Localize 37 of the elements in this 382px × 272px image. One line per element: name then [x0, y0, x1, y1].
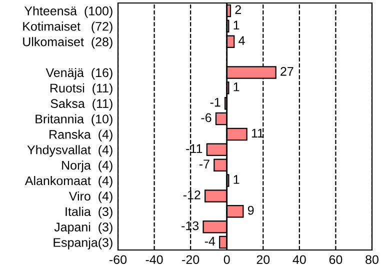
y-tick-label: Kotimaiset (72): [23, 22, 112, 34]
x-tick-label: -20: [182, 255, 200, 264]
x-tick-label: 40: [292, 255, 306, 264]
x-tick-label: 60: [329, 255, 342, 264]
x-tick-label: 20: [256, 255, 270, 264]
y-tick-label: Italia (3): [66, 206, 112, 219]
data-label: -6: [201, 113, 212, 122]
data-label: 9: [248, 206, 254, 215]
y-tick-label: Yhteensä (100): [24, 6, 112, 18]
data-label: 4: [238, 36, 245, 45]
x-tick-label: -60: [110, 255, 127, 264]
data-label: -4: [204, 236, 216, 246]
data-label: 11: [252, 128, 264, 138]
y-tick-label: Yhdysvallat (4): [27, 145, 112, 157]
y-tick-label: Japani (3): [54, 222, 112, 234]
data-label: 2: [235, 5, 241, 14]
y-tick-label: Venäjä (16): [46, 68, 112, 80]
data-label: 1: [234, 82, 240, 92]
data-label: -7: [199, 160, 210, 168]
data-label: 1: [234, 20, 240, 30]
y-tick-label: Alankomaat (4): [24, 176, 112, 188]
y-tick-label: Britannia (10): [36, 114, 112, 126]
y-tick-label: Ruotsi (11): [50, 83, 112, 96]
y-tick-label: Viro (4): [68, 191, 112, 204]
y-tick-label: Ranska (4): [50, 130, 112, 142]
x-tick-label: 80: [366, 255, 378, 264]
x-tick-label: 0: [224, 255, 230, 264]
y-tick-label: Norja (4): [62, 160, 112, 172]
data-label: -11: [186, 144, 202, 153]
y-tick-label: Saksa (11): [50, 98, 112, 110]
data-label: 1: [234, 175, 240, 184]
data-label: 27: [280, 66, 294, 76]
data-label: -1: [210, 98, 220, 107]
y-tick-label: Espanja(3): [54, 238, 112, 250]
data-label: -13: [182, 221, 199, 230]
x-tick-label: -40: [146, 255, 163, 264]
y-tick-label: Ulkomaiset (28): [23, 37, 112, 49]
